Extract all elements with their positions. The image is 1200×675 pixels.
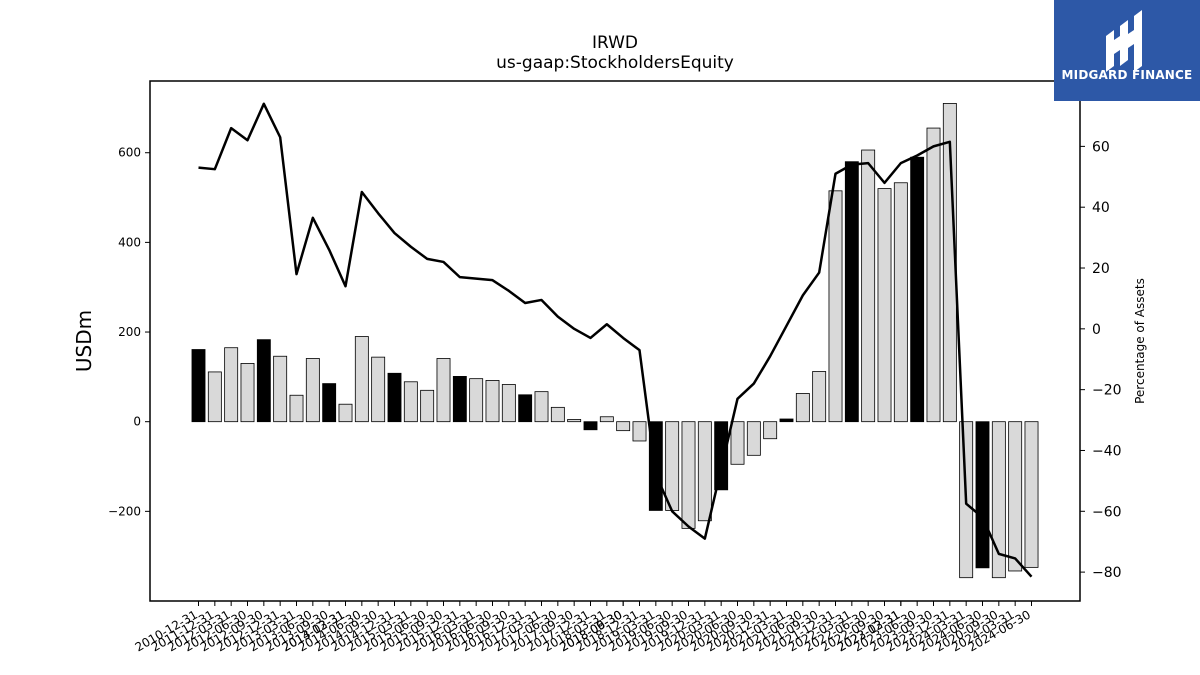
- bar: [861, 149, 876, 423]
- bar: [567, 419, 582, 423]
- bar: [893, 182, 908, 423]
- bar: [681, 421, 696, 529]
- bar: [305, 358, 320, 423]
- bar: [469, 378, 484, 423]
- x-axis: 2010-12-312011-12-312012-03-312012-06-30…: [133, 601, 1033, 654]
- y-tick-label: 400: [118, 235, 141, 249]
- right-y-axis: −80 −60 −40 −20 0 20 40 60: [1080, 139, 1122, 581]
- y-tick-label: 0: [133, 415, 141, 429]
- bar: [1008, 421, 1023, 572]
- bar-series: [191, 103, 1039, 579]
- bar: [714, 421, 729, 491]
- bar: [665, 421, 680, 511]
- y-axis-label: USDm: [72, 310, 96, 372]
- bar: [583, 421, 598, 431]
- bar: [420, 389, 435, 423]
- bar: [354, 336, 369, 423]
- bar: [436, 358, 451, 423]
- bar: [975, 421, 990, 569]
- bar: [371, 356, 386, 423]
- bar: [763, 421, 778, 440]
- bar: [207, 371, 222, 423]
- bar: [812, 371, 827, 423]
- y-tick-label: 200: [118, 325, 141, 339]
- chart-subtitle: us-gaap:StockholdersEquity: [496, 53, 734, 73]
- bar: [403, 381, 418, 423]
- y-tick-label: −200: [108, 504, 141, 518]
- bar: [338, 403, 353, 423]
- plot-frame: [149, 80, 1081, 602]
- bar: [730, 421, 745, 465]
- bar: [322, 383, 337, 423]
- bar: [632, 421, 647, 442]
- bar: [534, 391, 549, 423]
- bar: [452, 376, 467, 423]
- y-tick-label: 600: [118, 146, 141, 160]
- bar: [926, 127, 941, 423]
- bar: [289, 394, 304, 423]
- bar: [779, 418, 794, 423]
- bar: [616, 421, 631, 432]
- bar: [256, 339, 271, 423]
- y2-tick-label: −20: [1092, 383, 1122, 399]
- bar: [387, 372, 402, 423]
- bar: [518, 394, 533, 423]
- bar: [224, 347, 239, 423]
- bar: [599, 416, 614, 423]
- y2-tick-label: 20: [1092, 261, 1110, 277]
- bar: [877, 188, 892, 423]
- line-series: [198, 102, 1033, 578]
- bar: [191, 349, 206, 423]
- bar: [273, 355, 288, 423]
- logo-text: MIDGARD FINANCE: [1061, 68, 1193, 82]
- bar: [501, 384, 516, 423]
- bar: [828, 190, 843, 423]
- chart-title: IRWD: [592, 33, 638, 53]
- y2-tick-label: 0: [1092, 322, 1101, 338]
- y2-tick-label: 60: [1092, 139, 1110, 155]
- y2-axis-label: Percentage of Assets: [1133, 278, 1147, 404]
- bar: [795, 393, 810, 423]
- logo: MIDGARD FINANCE: [1054, 0, 1200, 101]
- bar: [746, 421, 761, 456]
- bar: [697, 421, 712, 522]
- y2-tick-label: −60: [1092, 504, 1122, 520]
- y2-tick-label: −40: [1092, 443, 1122, 459]
- bar: [485, 380, 500, 423]
- bar: [1024, 421, 1039, 568]
- left-y-axis: −200 0 200 400 600: [108, 146, 150, 518]
- y2-tick-label: 40: [1092, 200, 1110, 216]
- bar: [240, 363, 255, 423]
- midgard-logo-icon: [1106, 10, 1142, 72]
- y2-tick-label: −80: [1092, 565, 1122, 581]
- series-line: [198, 102, 1033, 578]
- bar: [550, 406, 565, 423]
- bar: [991, 421, 1006, 579]
- bar: [844, 161, 859, 423]
- bar: [910, 156, 925, 423]
